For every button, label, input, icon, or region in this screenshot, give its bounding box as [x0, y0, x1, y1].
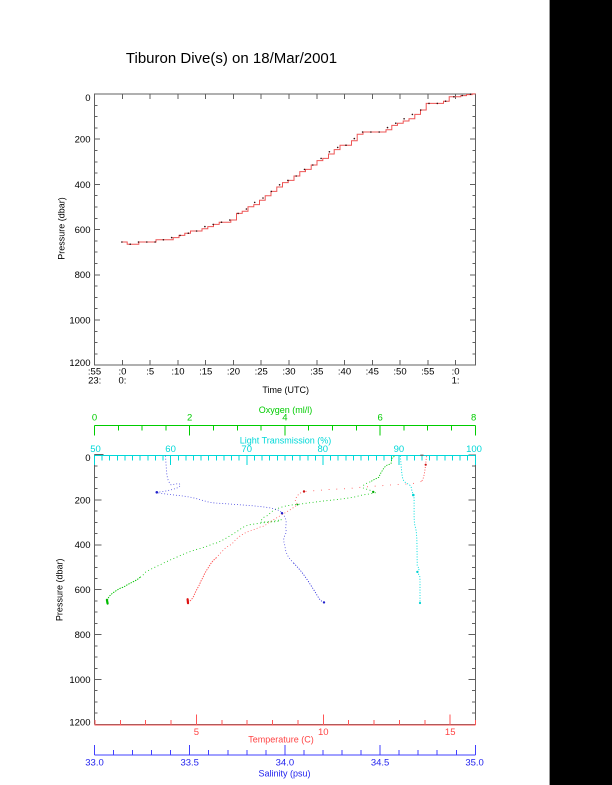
svg-text:Pressure (dbar): Pressure (dbar) [57, 197, 67, 260]
svg-text:600: 600 [75, 585, 91, 596]
svg-text:0:: 0: [118, 376, 126, 387]
svg-text:0: 0 [85, 453, 90, 464]
svg-text:2: 2 [187, 413, 192, 424]
svg-text:600: 600 [75, 225, 91, 236]
svg-text:23:: 23: [88, 376, 101, 387]
svg-text:80: 80 [318, 444, 329, 455]
svg-text:35.0: 35.0 [465, 757, 484, 768]
svg-text:70: 70 [241, 444, 252, 455]
svg-text::10: :10 [171, 367, 184, 378]
svg-text:100: 100 [466, 444, 482, 455]
svg-text:8: 8 [471, 413, 476, 424]
svg-text:800: 800 [75, 270, 91, 281]
svg-text:1000: 1000 [69, 675, 90, 686]
svg-text::15: :15 [199, 367, 212, 378]
svg-text:34.0: 34.0 [276, 757, 295, 768]
svg-text:400: 400 [75, 540, 91, 551]
svg-text:Temperature (C): Temperature (C) [248, 735, 314, 745]
svg-text:4: 4 [282, 413, 287, 424]
svg-text::30: :30 [282, 367, 295, 378]
svg-text:1000: 1000 [69, 315, 90, 326]
svg-text:90: 90 [394, 444, 405, 455]
svg-text:800: 800 [75, 630, 91, 641]
svg-text:60: 60 [165, 444, 176, 455]
svg-text::50: :50 [393, 367, 406, 378]
svg-text:0: 0 [92, 413, 97, 424]
svg-text:Oxygen (ml/l): Oxygen (ml/l) [259, 405, 313, 415]
svg-text:400: 400 [75, 180, 91, 191]
svg-text::5: :5 [146, 367, 154, 378]
svg-text:6: 6 [377, 413, 382, 424]
svg-text::25: :25 [255, 367, 268, 378]
svg-text::35: :35 [310, 367, 323, 378]
svg-text:5: 5 [194, 727, 199, 738]
svg-text:1200: 1200 [69, 717, 90, 728]
svg-text::45: :45 [366, 367, 379, 378]
svg-text:Tiburon Dive(s) on 18/Mar/2001: Tiburon Dive(s) on 18/Mar/2001 [126, 50, 337, 67]
svg-text:1200: 1200 [69, 358, 90, 369]
svg-text:33.5: 33.5 [180, 757, 199, 768]
svg-text::0: :0 [118, 367, 126, 378]
svg-text::0: :0 [452, 367, 460, 378]
svg-text:34.5: 34.5 [371, 757, 390, 768]
svg-text:Time (UTC): Time (UTC) [262, 385, 309, 395]
svg-text::20: :20 [227, 367, 240, 378]
svg-text:Salinity (psu): Salinity (psu) [258, 769, 310, 779]
svg-text::55: :55 [88, 367, 101, 378]
svg-text:33.0: 33.0 [85, 757, 104, 768]
svg-text:50: 50 [90, 444, 101, 455]
svg-text:Light Transmission (%): Light Transmission (%) [240, 436, 332, 446]
svg-text:0: 0 [85, 93, 90, 104]
svg-text:200: 200 [75, 135, 91, 146]
svg-text:Pressure (dbar): Pressure (dbar) [55, 559, 65, 622]
svg-text:1:: 1: [452, 376, 460, 387]
svg-text:15: 15 [445, 727, 456, 738]
svg-text:10: 10 [318, 727, 329, 738]
svg-text::40: :40 [338, 367, 351, 378]
svg-text:200: 200 [75, 495, 91, 506]
svg-text::55: :55 [421, 367, 434, 378]
